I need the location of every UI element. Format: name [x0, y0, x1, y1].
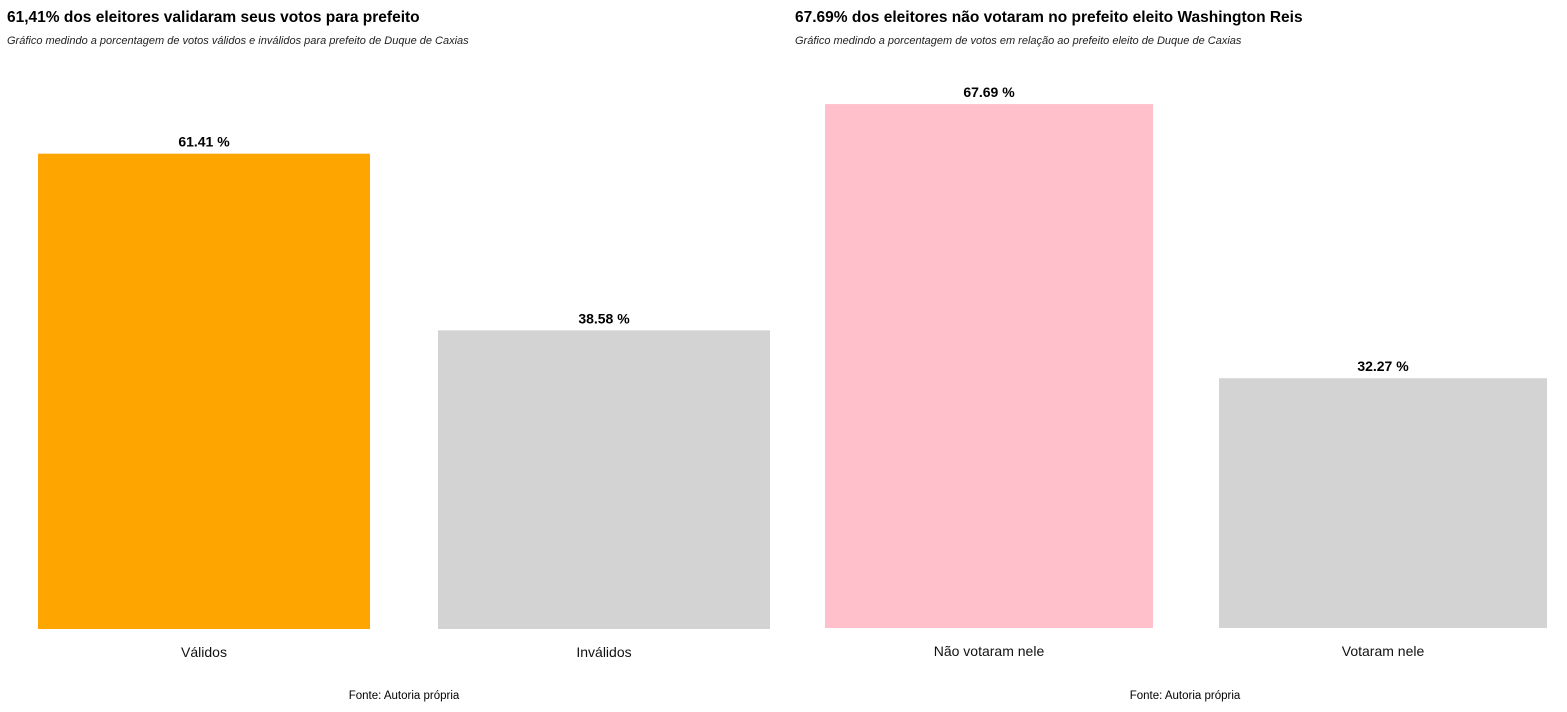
chart-caption: Fonte: Autoria própria	[348, 690, 460, 702]
chart-subtitle: Gráfico medindo a porcentagem de votos v…	[7, 35, 469, 47]
data-label-invalidos: 38.58 %	[578, 310, 630, 326]
bar-nao-votaram-nele	[825, 104, 1153, 628]
category-label-nao-votaram-nele: Não votaram nele	[934, 643, 1045, 659]
bar-votaram-nele	[1219, 378, 1547, 628]
chart-subtitle: Gráfico medindo a porcentagem de votos e…	[795, 35, 1242, 47]
category-label-validos: Válidos	[181, 644, 227, 660]
category-label-invalidos: Inválidos	[576, 644, 631, 660]
chart-panel-washington-reis: 67.69% dos eleitores não votaram no pref…	[785, 0, 1567, 712]
data-label-validos: 61.41 %	[178, 134, 230, 150]
bar-validos	[38, 153, 370, 630]
bar-chart-washington-reis: 67.69 % Não votaram nele 32.27 % Votaram ne…	[825, 84, 1547, 659]
bar-invalidos	[438, 330, 770, 629]
data-label-votaram-nele: 32.27 %	[1357, 358, 1409, 374]
category-label-votaram-nele: Votaram nele	[1342, 643, 1425, 659]
chart-title: 61,41% dos eleitores validaram seus voto…	[7, 9, 420, 26]
chart-caption: Fonte: Autoria própria	[1129, 690, 1241, 702]
chart-panel-validos: 61,41% dos eleitores validaram seus voto…	[7, 9, 770, 702]
chart-title: 67.69% dos eleitores não votaram no pref…	[795, 9, 1303, 26]
data-label-nao-votaram-nele: 67.69 %	[963, 84, 1015, 100]
bar-chart-validos: 61.41 % Válidos 38.58 % Inválidos	[38, 134, 770, 660]
